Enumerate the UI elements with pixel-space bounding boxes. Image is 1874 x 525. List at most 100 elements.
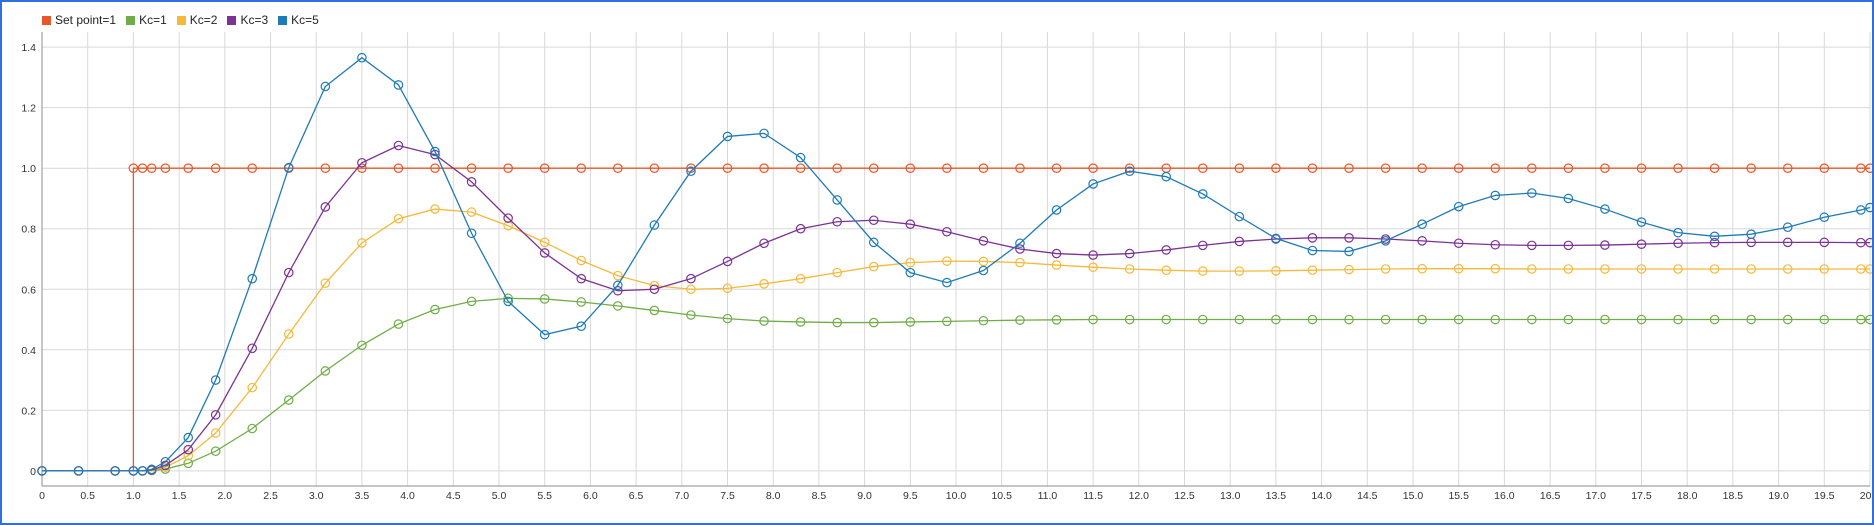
- data-point: [576, 297, 587, 307]
- legend-label: Set point=1: [55, 13, 117, 27]
- legend-item[interactable]: Kc=3: [227, 13, 268, 27]
- data-point: [1307, 265, 1318, 275]
- data-point: [942, 226, 952, 237]
- data-point: [1161, 314, 1172, 325]
- data-point: [613, 163, 623, 173]
- data-point: [1088, 163, 1098, 173]
- x-tick-label: 0.5: [80, 490, 95, 502]
- data-point: [183, 450, 194, 461]
- series-line: [42, 167, 1870, 472]
- series-0: [37, 163, 1872, 476]
- data-point: [357, 157, 367, 168]
- data-point: [137, 466, 148, 476]
- x-tick-label: 4.0: [400, 490, 415, 502]
- data-point: [1709, 163, 1720, 173]
- data-point: [1865, 202, 1872, 213]
- data-point: [1453, 263, 1464, 274]
- data-point: [1856, 314, 1866, 325]
- data-point: [1453, 238, 1464, 249]
- legend-label: Kc=3: [240, 13, 269, 27]
- data-point: [1673, 227, 1683, 238]
- data-point: [1600, 204, 1610, 214]
- data-point: [1307, 233, 1318, 243]
- x-tick-label: 14.0: [1311, 490, 1332, 502]
- data-point: [868, 215, 879, 226]
- data-point: [1673, 238, 1683, 249]
- data-point: [183, 444, 194, 455]
- series-3: [37, 140, 1872, 476]
- data-point: [978, 256, 989, 267]
- data-point: [1527, 314, 1537, 325]
- data-point: [1865, 237, 1872, 248]
- data-point: [357, 52, 367, 63]
- data-point: [1015, 244, 1025, 254]
- data-point: [1051, 205, 1062, 215]
- data-point: [430, 146, 440, 157]
- data-point: [1124, 264, 1135, 274]
- data-point: [1856, 163, 1866, 173]
- data-point: [942, 277, 952, 288]
- data-point: [1527, 240, 1537, 251]
- data-point: [1709, 264, 1720, 274]
- data-point: [868, 163, 879, 173]
- data-point: [539, 294, 550, 304]
- data-point: [686, 166, 696, 177]
- data-point: [1819, 314, 1830, 325]
- data-point: [503, 163, 513, 173]
- series-line: [42, 56, 1871, 472]
- x-tick-label: 10.0: [946, 490, 967, 502]
- data-point: [320, 81, 331, 92]
- data-point: [1088, 250, 1098, 260]
- x-tick-label: 18.5: [1723, 490, 1744, 502]
- data-point: [1417, 163, 1427, 173]
- data-point: [649, 163, 660, 173]
- x-tick-label: 16.5: [1540, 490, 1561, 502]
- data-point: [1746, 229, 1756, 239]
- x-tick-label: 5.0: [492, 490, 507, 502]
- data-point: [759, 128, 769, 139]
- data-point: [73, 466, 84, 476]
- y-tick-label: 1.0: [21, 163, 36, 175]
- data-point: [283, 162, 294, 173]
- x-tick-label: 6.0: [583, 490, 598, 502]
- data-point: [978, 265, 989, 276]
- data-point: [1380, 314, 1391, 325]
- y-tick-label: 0.6: [21, 284, 36, 296]
- data-point: [722, 131, 733, 142]
- x-tick-label: 0: [39, 490, 45, 502]
- legend-item[interactable]: Kc=5: [278, 13, 319, 27]
- data-point: [942, 163, 952, 173]
- data-point: [1015, 257, 1025, 268]
- legend-item[interactable]: Kc=2: [176, 13, 217, 27]
- data-point: [722, 256, 733, 267]
- data-point: [1819, 163, 1830, 173]
- series-line: [42, 297, 1870, 472]
- data-point: [1380, 264, 1391, 274]
- data-point: [832, 267, 842, 278]
- data-point: [686, 284, 696, 295]
- data-point: [1088, 262, 1098, 272]
- x-tick-label: 17.0: [1586, 490, 1607, 502]
- data-point: [466, 177, 477, 187]
- data-point: [722, 283, 733, 294]
- data-point: [1417, 314, 1427, 325]
- data-point: [393, 213, 404, 224]
- data-point: [1856, 205, 1866, 215]
- data-point: [905, 219, 916, 229]
- legend-item[interactable]: Kc=1: [126, 13, 167, 27]
- data-point: [393, 80, 404, 90]
- data-point: [1271, 314, 1281, 325]
- legend-item[interactable]: Set point=1: [42, 13, 116, 27]
- data-point: [1124, 163, 1135, 173]
- data-point: [393, 140, 404, 151]
- y-tick-label: 0: [30, 466, 36, 478]
- data-point: [868, 261, 879, 272]
- data-point: [1636, 217, 1647, 227]
- data-point: [1234, 314, 1245, 325]
- x-tick-label: 6.5: [629, 490, 644, 502]
- data-point: [539, 163, 550, 173]
- data-point: [1782, 163, 1793, 173]
- x-tick-label: 11.5: [1083, 490, 1103, 502]
- series-line: [42, 208, 1870, 472]
- data-point: [1563, 314, 1574, 325]
